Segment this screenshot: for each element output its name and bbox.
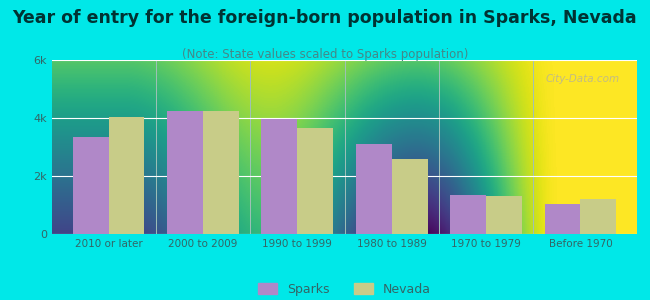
Bar [203,111,239,234]
Bar [356,144,392,234]
Bar [167,111,203,234]
Bar [486,196,522,234]
Text: Year of entry for the foreign-born population in Sparks, Nevada: Year of entry for the foreign-born popul… [13,9,637,27]
Bar [261,119,297,234]
Bar [392,159,428,234]
Text: City-Data.com: City-Data.com [545,74,619,84]
Bar [545,203,580,234]
Legend: Sparks, Nevada: Sparks, Nevada [253,278,436,300]
Bar [73,137,109,234]
Bar [580,199,616,234]
Bar [109,116,144,234]
Bar [297,128,333,234]
Bar [450,195,486,234]
Text: (Note: State values scaled to Sparks population): (Note: State values scaled to Sparks pop… [182,48,468,61]
